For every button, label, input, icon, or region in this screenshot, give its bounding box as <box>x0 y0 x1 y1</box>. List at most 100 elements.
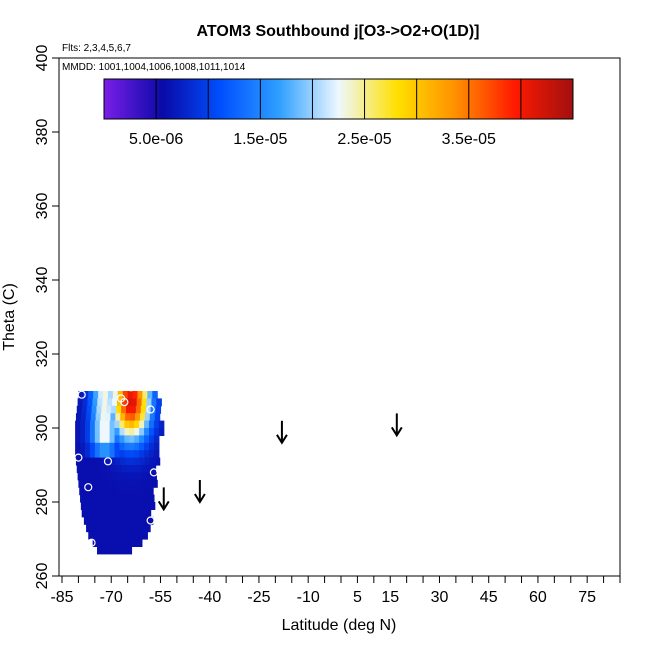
heatmap-cell <box>89 494 96 503</box>
heatmap-cell <box>126 509 132 518</box>
heatmap-cell <box>126 546 133 555</box>
heatmap-cell <box>96 405 102 414</box>
heatmap-cell <box>113 487 120 496</box>
colorbar-tick-label: 2.5e-05 <box>337 131 391 148</box>
heatmap-cell <box>115 413 121 422</box>
sample-point <box>146 405 155 414</box>
heatmap-cell <box>126 472 133 481</box>
heatmap-cell <box>147 516 154 525</box>
heatmap-cell <box>107 539 113 547</box>
heatmap-cell <box>132 539 138 547</box>
heatmap-cell <box>121 398 128 407</box>
heatmap-cell <box>102 398 108 407</box>
heatmap-cell <box>112 472 118 481</box>
heatmap-cell <box>139 457 146 466</box>
heatmap-cell <box>91 465 98 473</box>
heatmap-cell <box>118 516 124 525</box>
heatmap-cell <box>132 391 139 399</box>
heatmap-cell <box>103 516 110 525</box>
heatmap-cell <box>141 472 148 481</box>
heatmap-cell <box>107 391 114 399</box>
heatmap-cell <box>112 479 119 488</box>
heatmap-cell <box>158 420 165 429</box>
heatmap-cell <box>114 450 121 459</box>
heatmap-cell <box>117 479 124 488</box>
heatmap-cell <box>94 450 101 459</box>
heatmap-cell <box>146 472 153 481</box>
arrow-markers <box>157 413 403 512</box>
heatmap-cell <box>89 428 96 436</box>
y-tick-label: 260 <box>34 563 51 590</box>
heatmap-cell <box>117 531 124 540</box>
heatmap-cell <box>126 405 132 414</box>
heatmap-cell <box>100 502 107 510</box>
heatmap-cell <box>121 472 128 481</box>
heatmap-cell <box>134 442 140 451</box>
heatmap-cell <box>143 487 149 496</box>
heatmap-cell <box>89 442 96 451</box>
heatmap-cell <box>121 509 127 518</box>
heatmap-cell <box>80 494 86 503</box>
heatmap-cell <box>112 391 119 399</box>
heatmap-cell <box>130 465 137 473</box>
heatmap-cell <box>141 398 148 407</box>
heatmap-cell <box>142 391 148 399</box>
heatmap-cell <box>89 487 95 496</box>
heatmap-cell <box>130 405 137 414</box>
heatmap-cell <box>132 531 139 540</box>
heatmap-cell <box>101 509 107 518</box>
x-tick-label: 15 <box>381 589 399 606</box>
heatmap-cell <box>116 546 123 555</box>
heatmap-cell <box>122 531 129 540</box>
heatmap-cell <box>84 420 91 429</box>
heatmap-cell <box>103 479 109 488</box>
heatmap-cell <box>94 494 101 503</box>
heatmap-cell <box>90 457 97 466</box>
heatmap-cell <box>109 450 116 459</box>
heatmap-cell <box>134 420 140 429</box>
heatmap-cell <box>84 494 91 503</box>
heatmap-cell <box>80 502 87 510</box>
heatmap-cell <box>131 472 138 481</box>
sample-point <box>126 383 136 392</box>
x-tick-label: 5 <box>353 589 362 606</box>
heatmap-cell <box>144 494 150 503</box>
heatmap-cell <box>122 539 128 547</box>
x-tick-label: -55 <box>149 589 172 606</box>
heatmap-cell <box>75 420 81 429</box>
sample-point <box>84 483 93 492</box>
heatmap-cell <box>154 457 161 466</box>
x-axis-title: Latitude (deg N) <box>282 617 397 634</box>
sample-point <box>120 398 129 407</box>
heatmap-cell <box>130 502 136 510</box>
heatmap-cell <box>81 465 88 473</box>
heatmap-cell <box>101 546 108 555</box>
sample-point <box>103 457 113 466</box>
heatmap-cell <box>94 442 101 451</box>
heatmap-cell <box>86 405 93 414</box>
heatmap-cell <box>94 428 101 436</box>
arrow-marker <box>157 487 170 512</box>
arrow-marker <box>390 413 403 438</box>
heatmap-cell <box>119 428 125 436</box>
x-tick-label: 45 <box>480 589 498 606</box>
heatmap-cell <box>97 472 103 481</box>
heatmap-cell <box>139 428 145 436</box>
heatmap-cell <box>135 524 141 533</box>
heatmap-cell <box>83 516 90 525</box>
heatmap-cell <box>130 457 136 466</box>
heatmap-cell <box>86 509 93 518</box>
arrow-head <box>194 493 206 504</box>
heatmap-cell <box>139 502 146 510</box>
heatmap-cell <box>106 546 113 555</box>
heatmap-cell <box>147 479 153 488</box>
heatmap-cell <box>99 442 106 451</box>
heatmap-cell <box>123 487 130 496</box>
heatmap-cell <box>127 391 134 399</box>
heatmap-cell <box>84 435 91 444</box>
heatmap-cell <box>107 479 114 488</box>
heatmap-cell <box>81 509 88 518</box>
heatmap-cell <box>120 524 127 533</box>
heatmap-cell <box>97 539 104 547</box>
